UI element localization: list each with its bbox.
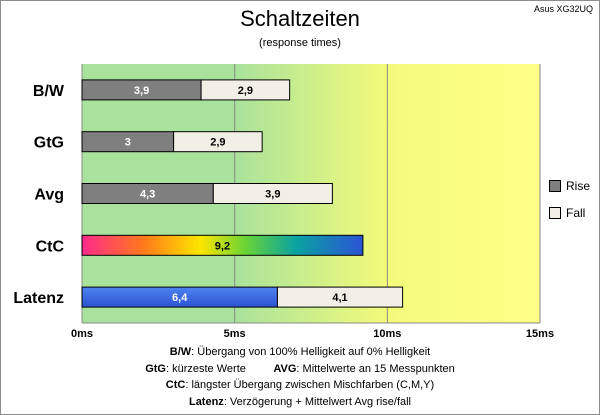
footnote-gtg-text: : kürzeste Werte xyxy=(165,362,246,375)
x-tick-label: 10ms xyxy=(373,328,401,340)
category-label-gtg: GtG xyxy=(34,135,64,152)
data-label-fall: 4,1 xyxy=(332,292,347,304)
data-label-rise: 6,4 xyxy=(172,292,188,304)
legend-swatch-rise xyxy=(549,180,561,192)
legend-label-rise: Rise xyxy=(566,179,591,193)
chart-footnotes: B/W: Übergang von 100% Helligkeit auf 0%… xyxy=(0,344,600,410)
category-label-ctc: CtC xyxy=(36,238,65,255)
data-label-rise: 4,3 xyxy=(140,189,155,201)
legend-label-fall: Fall xyxy=(566,206,586,220)
bar-fall-latenz xyxy=(276,286,404,308)
data-label-fall: 2,9 xyxy=(210,137,225,149)
legend-swatch-fall xyxy=(549,207,561,219)
footnote-ctc-text: : längster Übergang zwischen Mischfarben… xyxy=(185,379,435,391)
chart-title: Schaltzeiten xyxy=(240,6,360,31)
bar-fall-avg xyxy=(212,183,333,204)
data-label-ctc: 9,2 xyxy=(215,240,230,252)
legend-item-rise: Rise xyxy=(549,178,590,194)
x-tick-label: 5ms xyxy=(224,328,246,340)
monitor-model-label: Asus XG32UQ xyxy=(533,4,593,14)
footnote-ctc-term: CtC xyxy=(165,379,186,391)
footnote-latenz-text: : Verzögerung + Mittelwert Avg rise/fall xyxy=(223,395,412,408)
footnote-latenz-term: Latenz xyxy=(188,395,224,408)
footnote-bw-text: : Übergang von 100% Helligkeit auf 0% He… xyxy=(191,346,431,358)
footnote-avg-text: : Mittelwerte an 15 Messpunkten xyxy=(296,362,455,375)
footnote-bw-term: B/W xyxy=(169,346,192,358)
category-label-avg: Avg xyxy=(34,187,64,204)
chart-legend: Rise Fall xyxy=(549,178,590,232)
data-label-rise: 3 xyxy=(125,137,131,149)
footnote-bw: B/W: Übergang von 100% Helligkeit auf 0%… xyxy=(0,344,600,361)
footnote-gtg-term: GtG xyxy=(145,362,166,375)
data-label-fall: 2,9 xyxy=(238,85,253,97)
footnote-latenz: Latenz: Verzögerung + Mittelwert Avg ris… xyxy=(0,394,600,411)
legend-item-fall: Fall xyxy=(549,205,590,221)
category-label-latenz: Latenz xyxy=(13,290,64,307)
footnote-avg-term: AVG xyxy=(273,362,297,375)
footnote-gtg-avg: GtG: kürzeste Werte AVG: Mittelwerte an … xyxy=(0,361,600,378)
bar-ctc xyxy=(81,234,364,256)
x-tick-label: 15ms xyxy=(526,328,554,340)
data-label-rise: 3,9 xyxy=(134,85,149,97)
bar-fall-gtg xyxy=(173,131,263,153)
footnote-ctc: CtC: längster Übergang zwischen Mischfar… xyxy=(0,377,600,394)
category-label-bw: B/W xyxy=(33,83,65,100)
data-label-fall: 3,9 xyxy=(265,189,280,201)
chart-subtitle: (response times) xyxy=(259,37,341,49)
x-tick-label: 0ms xyxy=(71,328,93,340)
bar-fall-bw xyxy=(200,79,291,101)
